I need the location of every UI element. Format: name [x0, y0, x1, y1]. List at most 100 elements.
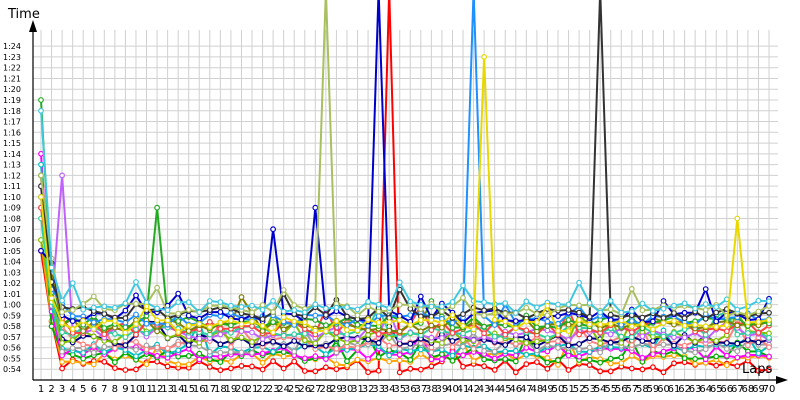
data-point [217, 367, 224, 374]
data-point [80, 328, 87, 335]
data-point [38, 150, 44, 157]
data-point [312, 368, 319, 375]
series-line [38, 0, 772, 319]
data-point [59, 329, 65, 336]
data-point [365, 356, 372, 362]
x-tick-label: 20 [235, 384, 248, 395]
data-point [439, 335, 445, 341]
data-point [755, 308, 762, 315]
data-point [301, 337, 308, 344]
data-point [491, 367, 498, 373]
data-point [354, 336, 361, 343]
data-point [628, 352, 635, 359]
data-point [323, 364, 329, 371]
data-point [375, 354, 382, 361]
data-point [407, 365, 414, 372]
data-point [407, 322, 414, 328]
data-point [439, 320, 445, 326]
data-point [502, 356, 509, 363]
data-point [217, 349, 224, 356]
y-tick-label: 1:06 [3, 236, 21, 245]
data-point [164, 345, 171, 352]
data-point [122, 300, 129, 307]
data-point [586, 356, 593, 363]
data-point [196, 356, 203, 363]
data-point [491, 355, 498, 362]
data-point [122, 319, 129, 326]
x-tick-labels: 1 2 3 4 5 6 7 8 9 1011121314151617181920212223242… [38, 384, 776, 395]
x-tick-label: 7 [101, 384, 107, 395]
data-point [270, 329, 277, 336]
x-tick-label: 40 [446, 384, 459, 395]
data-point [122, 315, 129, 322]
x-tick-label: 63 [689, 384, 702, 395]
data-point [628, 365, 635, 372]
data-point [428, 322, 435, 329]
data-point [766, 353, 772, 360]
data-point [755, 329, 762, 336]
data-point [439, 308, 445, 315]
x-tick-label: 54 [594, 384, 607, 395]
data-point [449, 324, 456, 331]
data-point [607, 339, 614, 346]
data-point [227, 349, 234, 356]
data-point [544, 335, 551, 341]
data-point [702, 315, 709, 322]
data-point [38, 193, 44, 200]
data-point [681, 342, 688, 349]
data-point [301, 355, 308, 362]
data-point [154, 344, 161, 351]
y-tick-labels: 0:54 0:550:56 0:57 0:58 0:591:00 1:01 1:02 1:03… [3, 42, 21, 374]
data-point [312, 312, 319, 319]
data-point [745, 342, 751, 349]
data-point [59, 297, 65, 304]
data-point [143, 320, 150, 327]
data-point [175, 290, 182, 297]
data-point [470, 326, 477, 333]
data-point [386, 327, 393, 334]
data-point [270, 358, 277, 365]
data-point [639, 321, 646, 327]
data-point [607, 321, 614, 327]
data-point [101, 303, 108, 310]
data-point [365, 369, 372, 376]
x-tick-label: 44 [488, 384, 501, 395]
data-point [734, 322, 741, 329]
y-tick-label: 0:55 [3, 354, 21, 363]
data-point [534, 324, 540, 331]
data-point [607, 355, 614, 362]
data-point [122, 342, 129, 349]
data-point [702, 307, 709, 313]
data-point [38, 97, 44, 103]
data-point [164, 335, 171, 341]
y-tick-label: 0:54 [3, 365, 21, 374]
data-point [491, 348, 498, 355]
data-point [745, 352, 751, 358]
data-point [354, 306, 361, 313]
y-tick-label: 1:12 [3, 171, 21, 180]
data-point [512, 318, 519, 325]
data-point [154, 317, 161, 324]
data-point [323, 322, 329, 329]
data-point [227, 322, 234, 329]
data-point [111, 338, 118, 345]
data-point [512, 352, 519, 359]
data-point [280, 343, 287, 350]
x-tick-label: 70 [763, 384, 776, 395]
data-point [692, 361, 698, 367]
series-path [40, 0, 770, 317]
series-line [38, 107, 772, 316]
data-point [481, 356, 488, 363]
y-tick-label: 0:59 [3, 311, 21, 320]
data-point [618, 354, 625, 361]
data-point [523, 304, 530, 311]
y-tick-label: 0:57 [3, 333, 21, 342]
data-point [618, 333, 625, 340]
data-point [671, 318, 677, 324]
data-point [702, 356, 709, 363]
data-point [628, 342, 635, 349]
data-point [323, 305, 329, 312]
data-point [449, 319, 456, 326]
data-point [154, 305, 161, 312]
data-point [439, 351, 445, 358]
